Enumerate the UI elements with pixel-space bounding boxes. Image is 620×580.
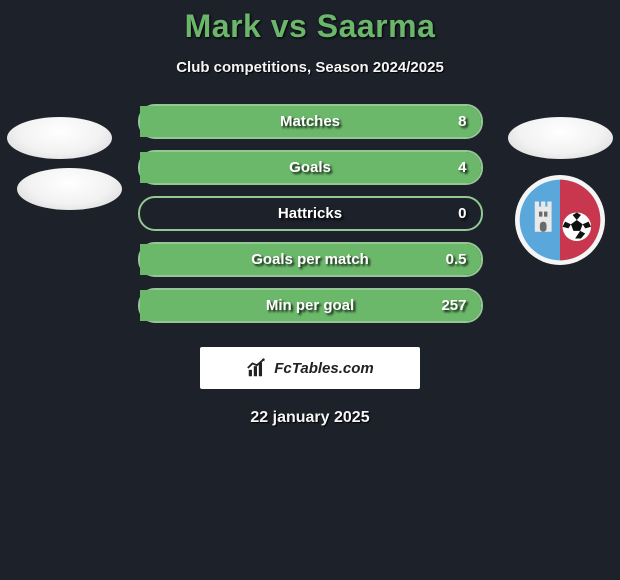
stat-right-value: 257: [411, 297, 481, 314]
stat-label: Matches: [210, 113, 411, 130]
comparison-card: Mark vs Saarma Club competitions, Season…: [0, 0, 620, 580]
page-title: Mark vs Saarma: [0, 8, 620, 45]
stat-label: Hattricks: [210, 205, 411, 222]
stat-row-goals-per-match: Goals per match 0.5: [138, 242, 483, 277]
page-subtitle: Club competitions, Season 2024/2025: [0, 59, 620, 76]
brand-name: FcTables.com: [274, 360, 373, 377]
stat-right-value: 0.5: [411, 251, 481, 268]
stat-label: Min per goal: [210, 297, 411, 314]
stat-row-min-per-goal: Min per goal 257: [138, 288, 483, 323]
stat-row-matches: Matches 8: [138, 104, 483, 139]
stat-row-hattricks: Hattricks 0: [138, 196, 483, 231]
stat-row-goals: Goals 4: [138, 150, 483, 185]
player-left-photo-1: [7, 117, 112, 159]
stat-right-value: 0: [411, 205, 481, 222]
stat-label: Goals: [210, 159, 411, 176]
player-right-photo: [508, 117, 613, 159]
bar-chart-icon: [246, 357, 268, 379]
club-crest-icon: [518, 178, 602, 262]
stat-right-value: 4: [411, 159, 481, 176]
stat-label: Goals per match: [210, 251, 411, 268]
player-left-photo-2: [17, 168, 122, 210]
stats-list: Matches 8 Goals 4 Hattricks 0 Goals per …: [138, 104, 483, 323]
snapshot-date: 22 january 2025: [0, 409, 620, 427]
stat-right-value: 8: [411, 113, 481, 130]
club-badge-right: [515, 175, 605, 265]
brand-box[interactable]: FcTables.com: [200, 347, 420, 389]
